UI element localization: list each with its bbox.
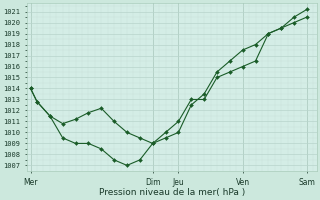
- X-axis label: Pression niveau de la mer( hPa ): Pression niveau de la mer( hPa ): [99, 188, 245, 197]
